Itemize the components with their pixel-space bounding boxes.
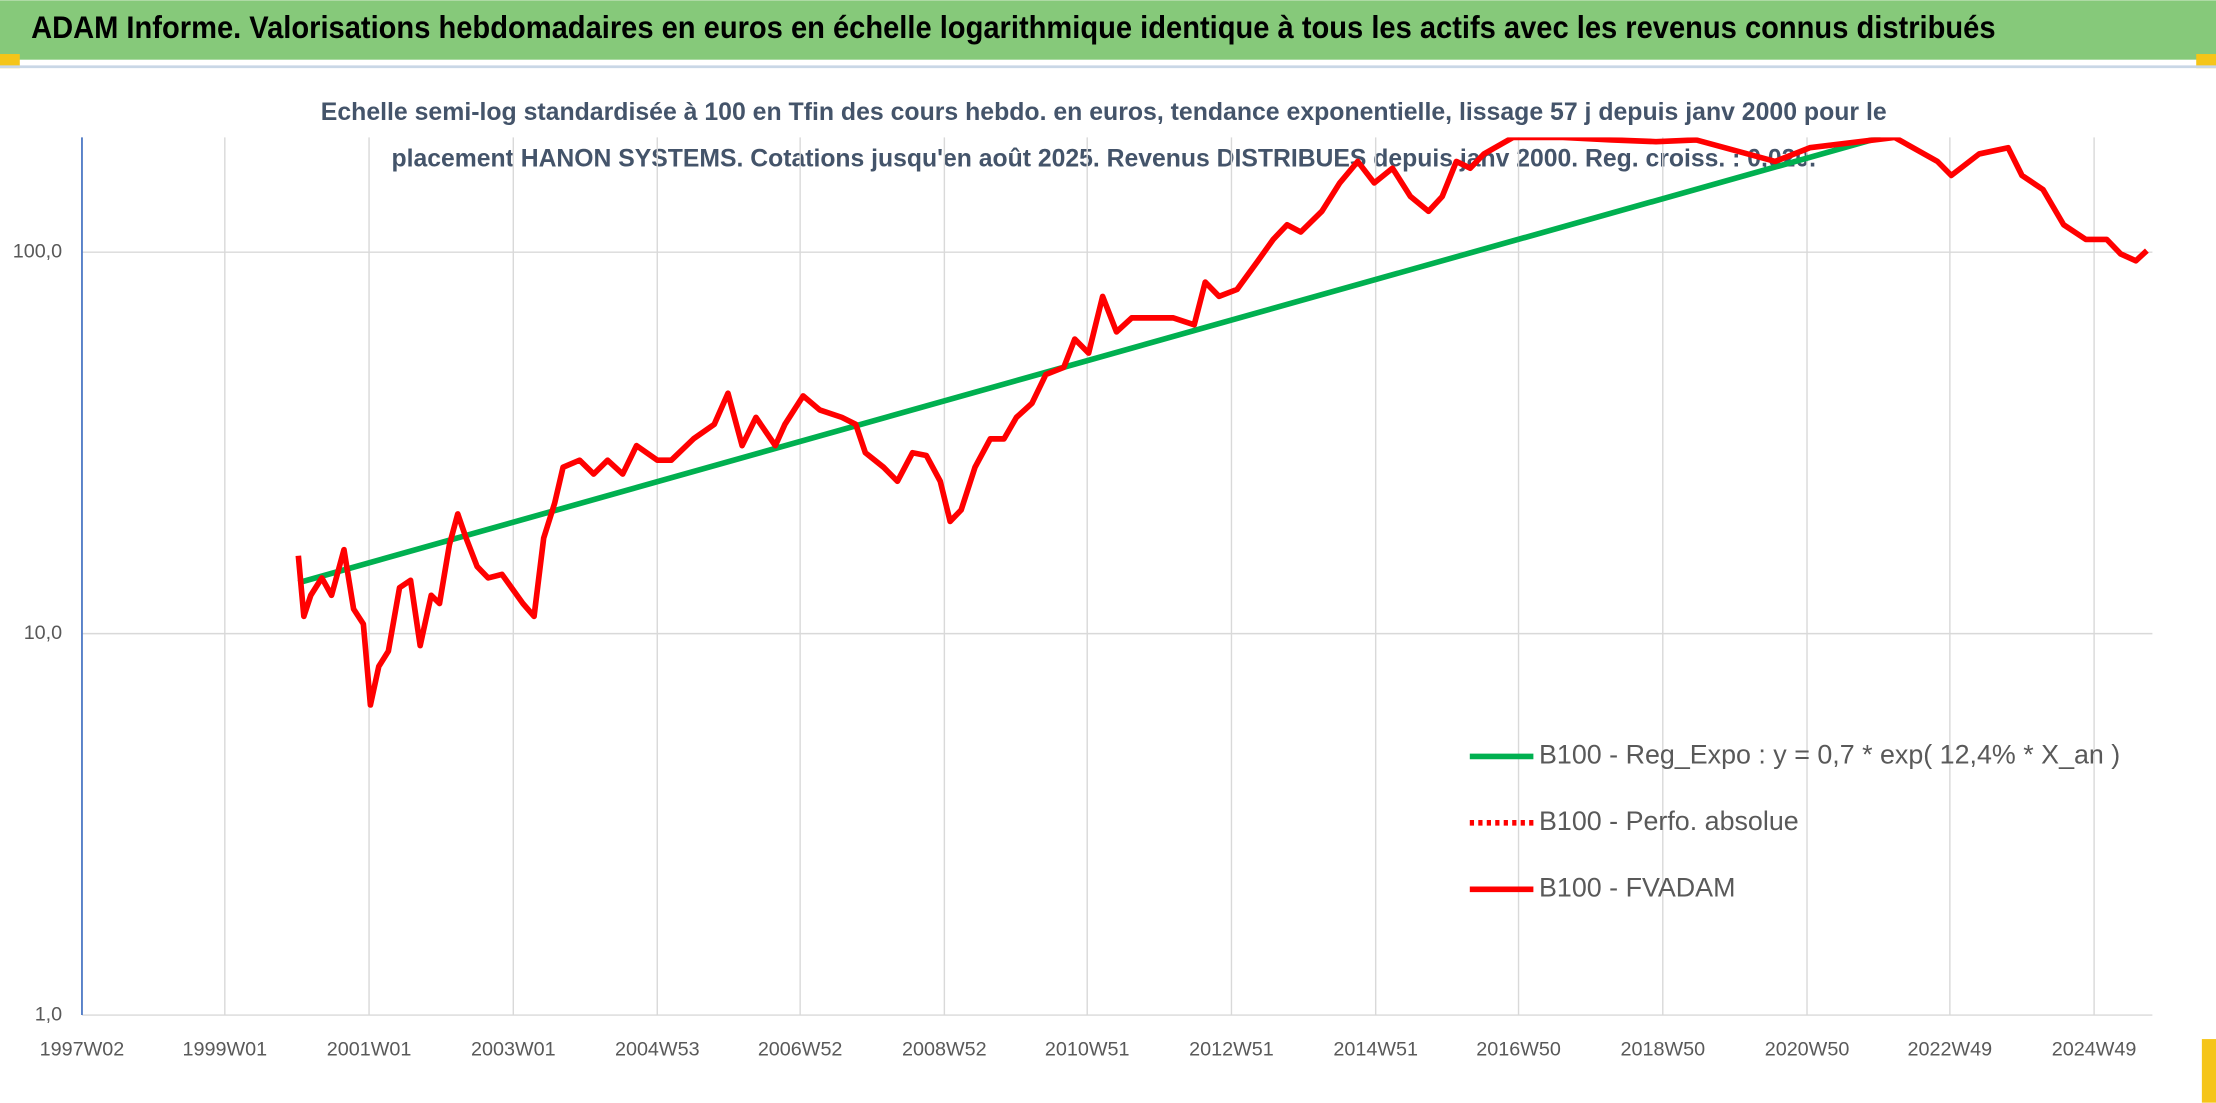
x-tick-label: 1999W01 [183, 1039, 268, 1061]
y-tick-label: 100,0 [13, 240, 62, 262]
header-band [0, 0, 2216, 60]
page-title: ADAM Informe. Valorisations hebdomadaire… [31, 10, 1995, 45]
x-tick-label: 2022W49 [1908, 1039, 1993, 1061]
x-tick-label: 2016W50 [1476, 1039, 1561, 1061]
x-tick-label: 1997W02 [40, 1039, 125, 1061]
x-tick-label: 2012W51 [1189, 1039, 1274, 1061]
legend: B100 - Reg_Expo : y = 0,7 * exp( 12,4% *… [1469, 740, 2120, 902]
x-tick-label: 2018W50 [1620, 1039, 1705, 1061]
series-line [297, 137, 1882, 586]
corner-mark [2201, 1039, 2216, 1103]
chart-title: Echelle semi-log standardisée à 100 en T… [321, 98, 1887, 126]
legend-label: B100 - FVADAM [1539, 872, 1735, 902]
x-tick-label: 2006W52 [758, 1039, 843, 1061]
y-tick-label: 10,0 [24, 622, 62, 644]
legend-label: B100 - Perfo. absolue [1539, 806, 1799, 836]
x-tick-label: 2004W53 [615, 1039, 700, 1061]
x-tick-label: 2010W51 [1045, 1039, 1130, 1061]
axis-labels: 1,0 10,0 100,0 1997W02 1999W01 2001W01 2003W01… [13, 240, 2137, 1060]
y-tick-label: 1,0 [35, 1003, 62, 1025]
x-tick-label: 2003W01 [471, 1039, 556, 1061]
legend-label: B100 - Reg_Expo : y = 0,7 * exp( 12,4% *… [1539, 740, 2120, 770]
x-tick-label: 2024W49 [2052, 1039, 2137, 1061]
plot-area [295, 137, 2149, 708]
corner-mark [0, 54, 20, 69]
x-tick-label: 2014W51 [1333, 1039, 1418, 1061]
x-tick-label: 2001W01 [327, 1039, 412, 1061]
corner-mark [2196, 54, 2216, 69]
chart-title: placement HANON SYSTEMS. Cotations jusqu… [391, 145, 1816, 173]
x-tick-label: 2020W50 [1765, 1039, 1850, 1061]
series-line [295, 137, 2149, 708]
x-tick-label: 2008W52 [902, 1039, 987, 1061]
